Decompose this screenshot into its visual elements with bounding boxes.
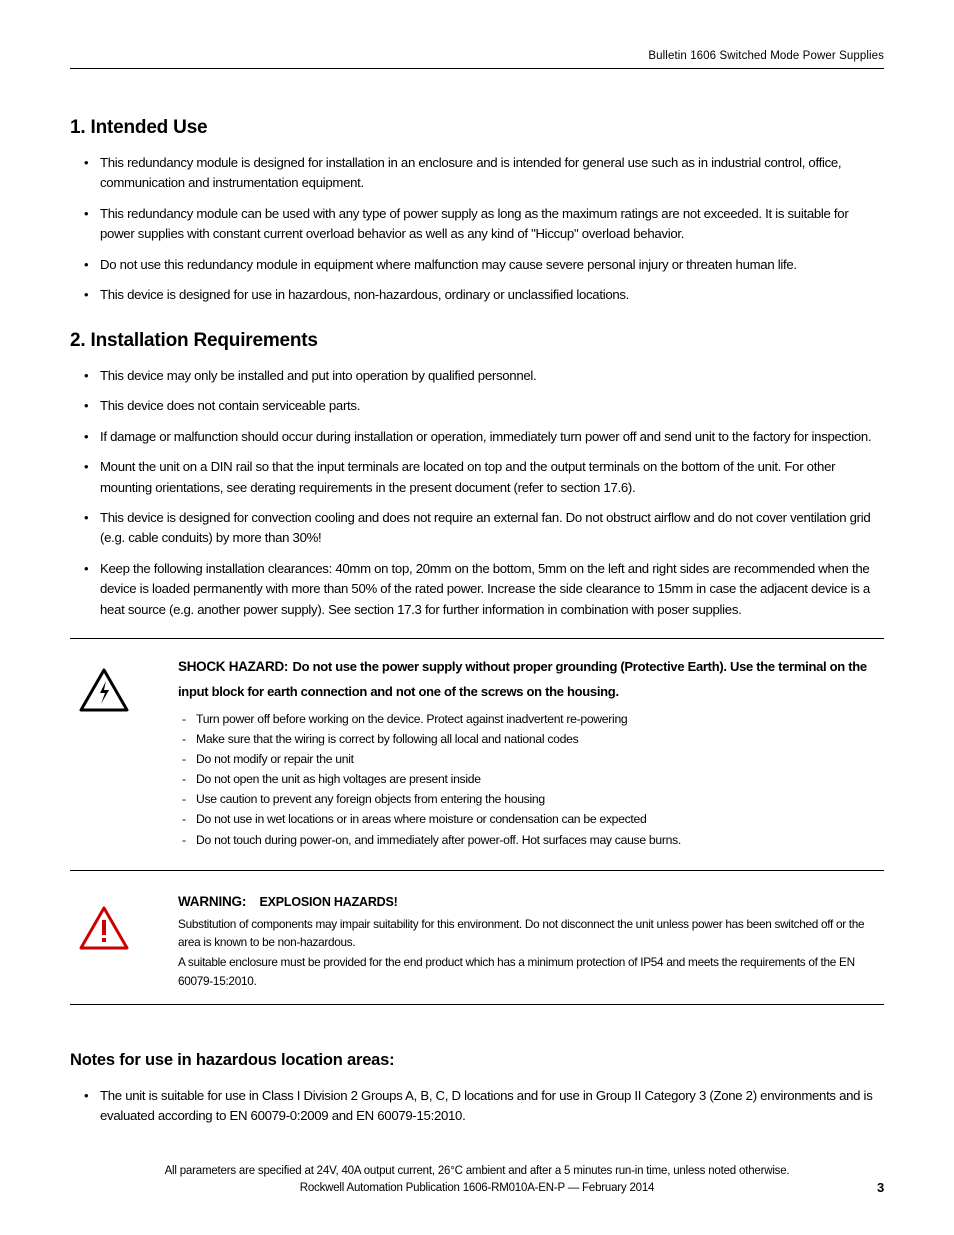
list-item: Do not use this redundancy module in equ…: [100, 255, 884, 275]
warning-block: WARNING: EXPLOSION HAZARDS! Substitution…: [70, 871, 884, 1004]
list-item: This redundancy module is designed for i…: [100, 153, 884, 194]
footer-line-2: Rockwell Automation Publication 1606-RM0…: [70, 1180, 884, 1197]
list-item: This device does not contain serviceable…: [100, 396, 884, 416]
list-item: Use caution to prevent any foreign objec…: [178, 789, 884, 809]
warning-text-2: A suitable enclosure must be provided fo…: [178, 953, 884, 990]
list-item: The unit is suitable for use in Class I …: [100, 1086, 884, 1127]
notes-heading: Notes for use in hazardous location area…: [70, 1051, 884, 1070]
shock-hazard-block: SHOCK HAZARD: Do not use the power suppl…: [70, 639, 884, 861]
list-item: Make sure that the wiring is correct by …: [178, 729, 884, 749]
shock-hazard-label: SHOCK HAZARD:: [178, 659, 288, 674]
list-item: This redundancy module can be used with …: [100, 204, 884, 245]
list-item: Do not modify or repair the unit: [178, 749, 884, 769]
header-product-line: Bulletin 1606 Switched Mode Power Suppli…: [70, 50, 884, 62]
list-item: If damage or malfunction should occur du…: [100, 427, 884, 447]
warning-text-1: Substitution of components may impair su…: [178, 915, 884, 952]
section1-list: This redundancy module is designed for i…: [70, 153, 884, 306]
warning-sublabel: EXPLOSION HAZARDS!: [260, 895, 398, 909]
section1-heading: 1. Intended Use: [70, 117, 884, 139]
notes-list: The unit is suitable for use in Class I …: [70, 1086, 884, 1127]
warning-label: WARNING:: [178, 894, 246, 909]
divider: [70, 1004, 884, 1005]
footer-line-1: All parameters are specified at 24V, 40A…: [70, 1163, 884, 1180]
section2-heading: 2. Installation Requirements: [70, 330, 884, 352]
list-item: This device may only be installed and pu…: [100, 366, 884, 386]
shock-hazard-icon: [70, 655, 160, 713]
list-item: This device is designed for use in hazar…: [100, 285, 884, 305]
shock-hazard-content: SHOCK HAZARD: Do not use the power suppl…: [160, 655, 884, 849]
warning-icon: [70, 893, 160, 951]
list-item: Mount the unit on a DIN rail so that the…: [100, 457, 884, 498]
list-item: Keep the following installation clearanc…: [100, 559, 884, 620]
list-item: Do not use in wet locations or in areas …: [178, 809, 884, 829]
page-number: 3: [877, 1178, 884, 1198]
warning-content: WARNING: EXPLOSION HAZARDS! Substitution…: [160, 893, 884, 990]
section2-list: This device may only be installed and pu…: [70, 366, 884, 621]
header-rule: [70, 68, 884, 69]
list-item: This device is designed for convection c…: [100, 508, 884, 549]
list-item: Turn power off before working on the dev…: [178, 709, 884, 729]
list-item: Do not touch during power-on, and immedi…: [178, 830, 884, 850]
list-item: Do not open the unit as high voltages ar…: [178, 769, 884, 789]
shock-hazard-list: Turn power off before working on the dev…: [178, 709, 884, 850]
footer: All parameters are specified at 24V, 40A…: [70, 1163, 884, 1198]
